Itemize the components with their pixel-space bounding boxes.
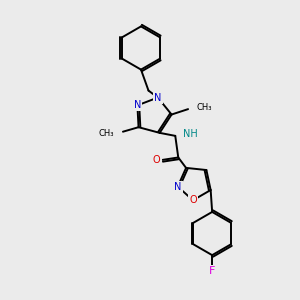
Text: N: N	[174, 182, 182, 192]
Text: NH: NH	[183, 129, 197, 140]
Text: CH₃: CH₃	[98, 129, 114, 138]
Text: F: F	[209, 266, 215, 276]
Text: CH₃: CH₃	[196, 103, 212, 112]
Text: O: O	[153, 155, 160, 165]
Text: N: N	[134, 100, 141, 110]
Text: O: O	[189, 195, 197, 205]
Text: N: N	[154, 92, 161, 103]
